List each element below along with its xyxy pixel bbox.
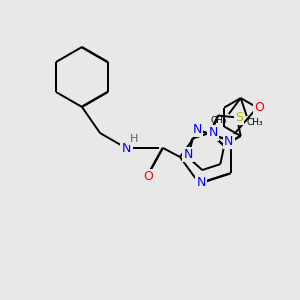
Text: N: N	[224, 135, 233, 148]
Text: N: N	[197, 176, 206, 189]
Text: O: O	[143, 170, 153, 184]
Text: S: S	[235, 111, 243, 124]
Text: H: H	[130, 134, 138, 144]
Text: N: N	[193, 123, 202, 136]
Text: N: N	[121, 142, 131, 154]
Text: O: O	[254, 101, 264, 114]
Text: CH₃: CH₃	[210, 116, 227, 124]
Text: N: N	[208, 126, 218, 139]
Text: N: N	[183, 148, 193, 161]
Text: CH₃: CH₃	[246, 118, 263, 127]
